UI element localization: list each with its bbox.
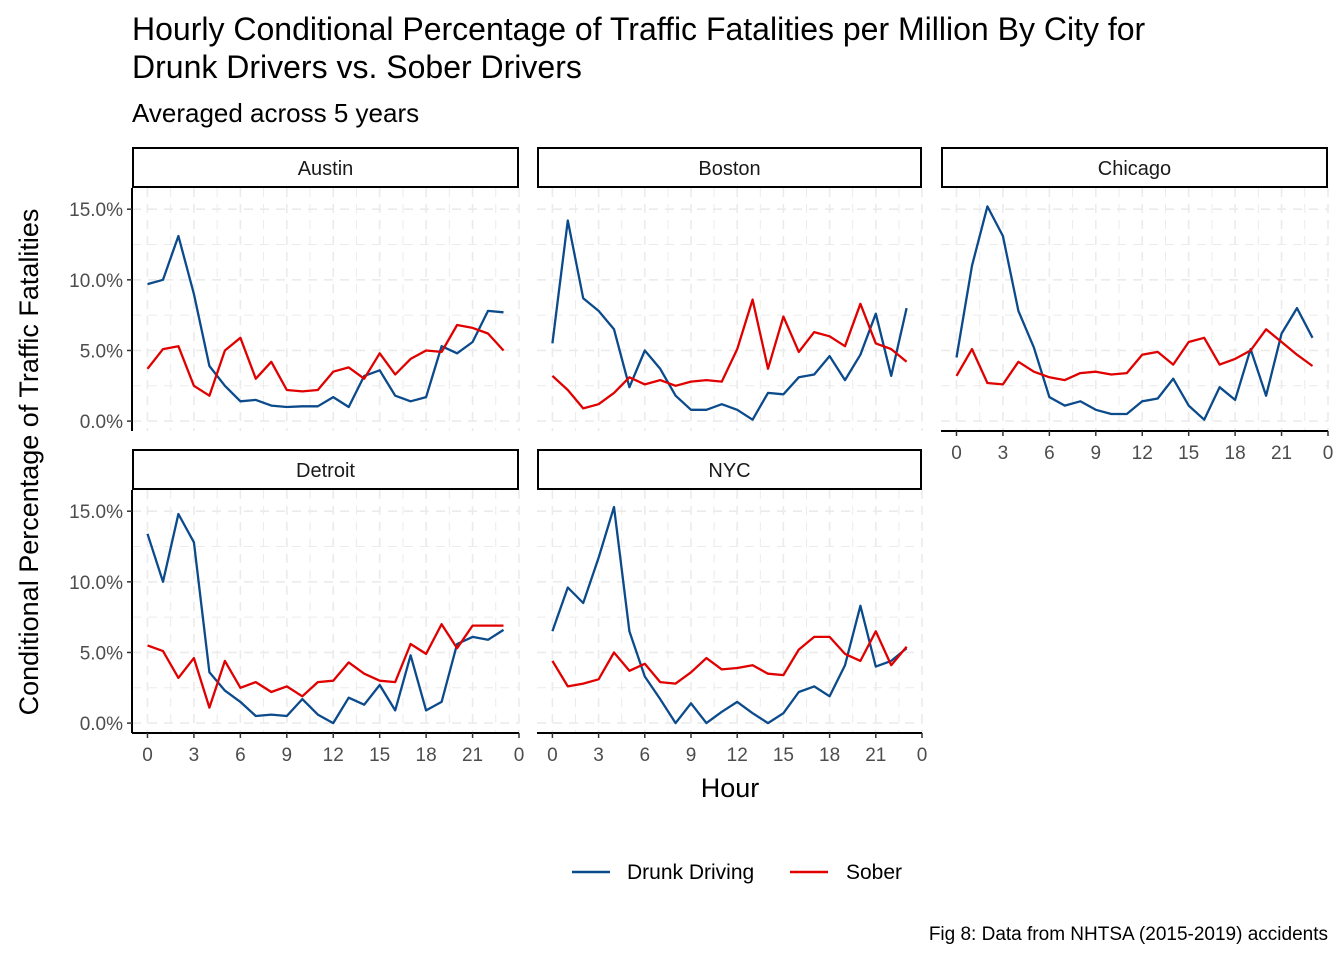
series-line-nyc-drunk-driving: [551, 505, 908, 725]
legend: Drunk Driving Sober: [572, 861, 902, 884]
x-tick-label: 15: [369, 745, 390, 766]
y-tick-label: 15.0%: [69, 200, 123, 221]
grid-austin: [132, 188, 520, 431]
x-tick-label: 6: [1044, 443, 1055, 464]
x-tick-label: 21: [865, 745, 886, 766]
strip-label-boston: Boston: [698, 158, 760, 180]
x-tick-label: 18: [416, 745, 437, 766]
series-line-boston-drunk-driving: [551, 219, 908, 421]
series-line-chicago-drunk-driving: [955, 205, 1314, 421]
strip-chicago: [941, 147, 1328, 188]
x-tick-label: 3: [593, 745, 604, 766]
grid-nyc: [537, 490, 923, 733]
x-tick-label: 0: [951, 443, 962, 464]
x-tick-label: 0: [514, 745, 525, 766]
x-tick-label: 0: [142, 745, 153, 766]
y-tick-label: 5.0%: [80, 643, 123, 664]
y-tick-label: 10.0%: [69, 271, 123, 292]
panel-boston: Boston: [537, 147, 923, 431]
x-tick-label: 18: [1225, 443, 1246, 464]
strip-label-nyc: NYC: [708, 460, 750, 482]
series-line-boston-sober: [551, 298, 908, 410]
chart-title-line-2: Drunk Drivers vs. Sober Drivers: [132, 49, 582, 85]
y-tick-label: 0.0%: [80, 714, 123, 735]
panel-austin: Austin 0.0% 5.0% 10.0% 15.0%: [69, 147, 520, 433]
y-tick-label: 15.0%: [69, 502, 123, 523]
series-line-chicago-sober: [955, 328, 1314, 386]
y-tick-label: 10.0%: [69, 573, 123, 594]
chart-caption: Fig 8: Data from NHTSA (2015-2019) accid…: [929, 924, 1328, 945]
x-tick-label: 6: [235, 745, 246, 766]
grid-chicago: [941, 188, 1329, 431]
strip-label-austin: Austin: [298, 158, 354, 180]
x-tick-label: 21: [1271, 443, 1292, 464]
series-line-detroit-drunk-driving: [146, 512, 505, 725]
x-tick-label: 15: [1178, 443, 1199, 464]
strip-nyc: [537, 449, 922, 490]
legend-label-drunk-driving: Drunk Driving: [627, 861, 754, 884]
series-line-detroit-sober: [147, 623, 504, 709]
x-tick-label: 0: [917, 745, 928, 766]
x-tick-label: 3: [189, 745, 200, 766]
y-tick-label: 0.0%: [80, 412, 123, 433]
x-tick-label: 0: [547, 745, 558, 766]
panel-nyc: NYC 0 3 6 9 12 15 18 21 0: [537, 449, 928, 766]
x-axis-title: Hour: [701, 773, 760, 803]
x-tick-label: 21: [462, 745, 483, 766]
x-tick-label: 3: [998, 443, 1009, 464]
x-tick-label: 9: [282, 745, 293, 766]
grid-boston: [537, 188, 923, 431]
grid-detroit: [132, 490, 520, 733]
x-tick-label: 6: [640, 745, 651, 766]
strip-label-chicago: Chicago: [1098, 158, 1171, 180]
x-tick-label: 9: [686, 745, 697, 766]
y-axis-title: Conditional Percentage of Traffic Fatali…: [14, 209, 44, 716]
x-tick-label: 18: [819, 745, 840, 766]
chart-subtitle: Averaged across 5 years: [132, 98, 419, 128]
x-tick-label: 12: [727, 745, 748, 766]
legend-label-sober: Sober: [846, 861, 902, 884]
strip-austin: [132, 147, 519, 188]
strip-boston: [537, 147, 922, 188]
series-line-nyc-sober: [551, 630, 908, 688]
x-tick-label: 12: [323, 745, 344, 766]
x-tick-label: 15: [773, 745, 794, 766]
chart-title-line-1: Hourly Conditional Percentage of Traffic…: [132, 11, 1146, 47]
x-tick-label: 0: [1323, 443, 1334, 464]
x-tick-label: 9: [1091, 443, 1102, 464]
y-tick-label: 5.0%: [80, 341, 123, 362]
facet-panels: Austin 0.0% 5.0% 10.0% 15.0% Boston Chicago 0 3 6…: [69, 147, 1334, 766]
strip-label-detroit: Detroit: [296, 460, 355, 482]
panel-chicago: Chicago 0 3 6 9 12 15 18 21 0: [941, 147, 1334, 464]
strip-detroit: [132, 449, 519, 490]
panel-detroit: Detroit 0.0% 5.0% 10.0% 15.0% 0 3 6 9 12 15 18 21 0: [69, 449, 525, 766]
series-line-austin-sober: [146, 323, 505, 397]
x-tick-label: 12: [1132, 443, 1153, 464]
